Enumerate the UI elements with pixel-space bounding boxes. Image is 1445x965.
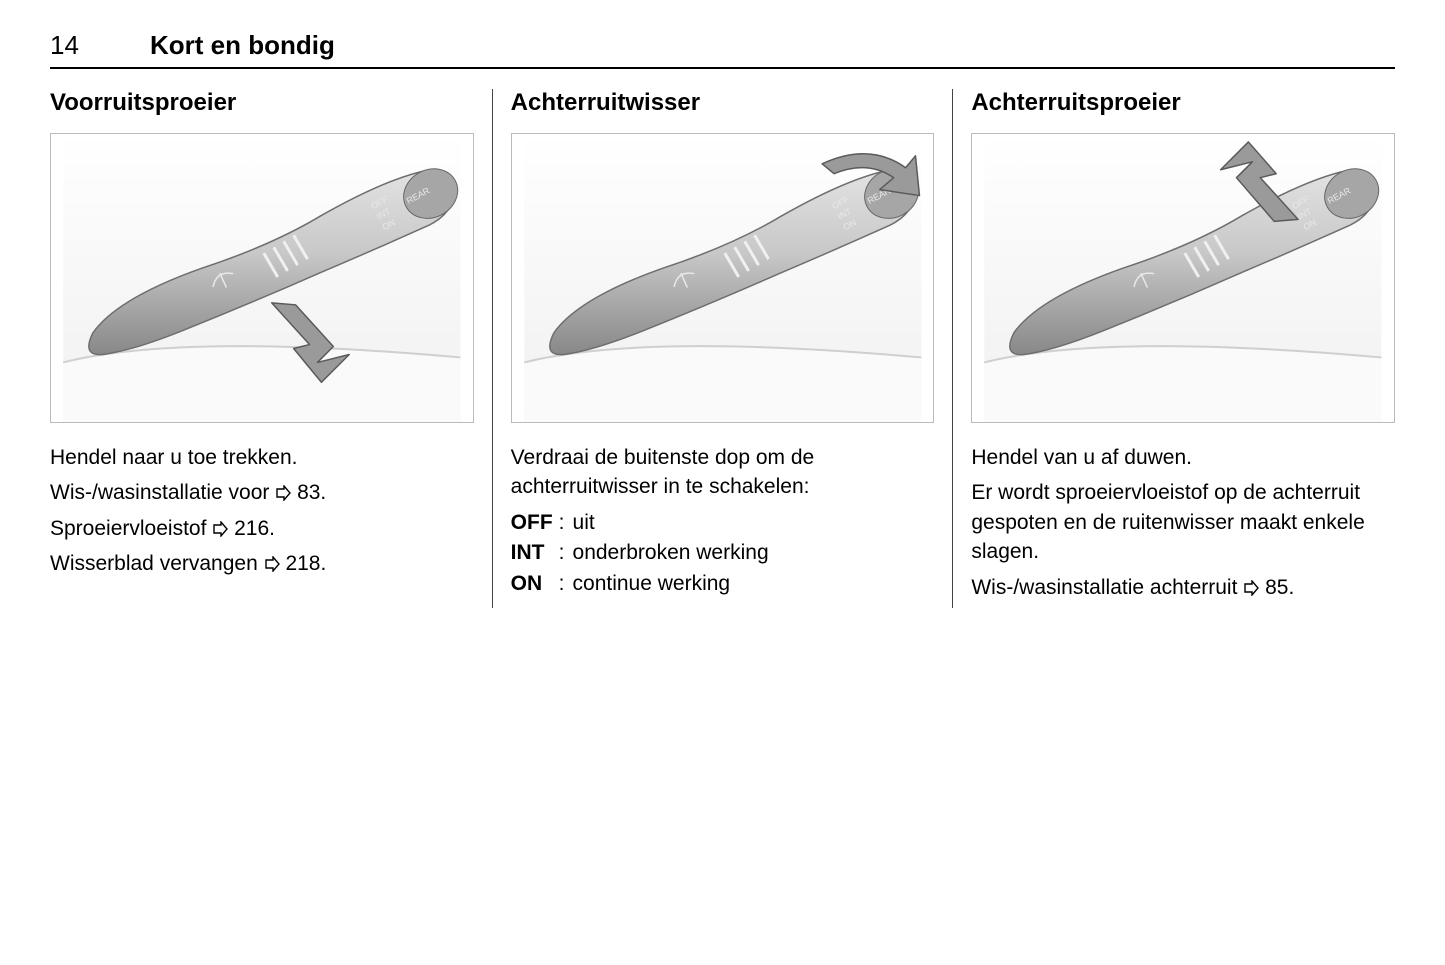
paragraph: Wis-/wasinstallatie voor 83. [50,478,474,507]
definition-list: OFF : uit INT : onderbroken werking ON :… [511,508,769,599]
paragraph: Verdraai de buitenste dop om de achterru… [511,443,935,502]
reference-number: 83. [297,481,326,504]
paragraph-text: Wisserblad vervangen [50,552,264,575]
paragraph: Hendel van u af duwen. [971,443,1395,472]
paragraph: Wisserblad vervangen 218. [50,549,474,578]
illustration-achterruitsproeier: OFFINTON REAR [971,133,1395,423]
paragraph-text: Sproeiervloeistof [50,517,212,540]
definition-value: onderbroken werking [573,538,769,568]
definition-key: ON [511,569,559,599]
column-voorruitsproeier: Voorruitsproeier [50,89,492,608]
definition-colon: : [559,569,573,599]
reference-number: 218. [285,552,326,575]
definition-value: continue werking [573,569,769,599]
paragraph-text: Wis-/wasinstallatie voor [50,481,275,504]
content-columns: Voorruitsproeier [50,89,1395,608]
definition-colon: : [559,538,573,568]
reference-icon [264,556,280,572]
illustration-achterruitwisser: OFFINTON REAR [511,133,935,423]
paragraph: Er wordt sproeiervloeistof op de achterr… [971,478,1395,566]
definition-row: INT : onderbroken werking [511,538,769,568]
section-heading: Voorruitsproeier [50,89,474,117]
reference-icon [212,521,228,537]
illustration-voorruitsproeier: OFFINTON REAR [50,133,474,423]
paragraph-text: Wis-/wasinstallatie achterruit [971,576,1243,599]
definition-row: OFF : uit [511,508,769,538]
definition-key: OFF [511,508,559,538]
reference-number: 85. [1265,576,1294,599]
reference-icon [275,485,291,501]
definition-value: uit [573,508,769,538]
paragraph: Sproeiervloeistof 216. [50,514,474,543]
section-heading: Achterruitsproeier [971,89,1395,117]
paragraph: Hendel naar u toe trekken. [50,443,474,472]
column-achterruitsproeier: Achterruitsproeier [952,89,1395,608]
page-number: 14 [50,30,150,69]
definition-row: ON : continue werking [511,569,769,599]
definition-key: INT [511,538,559,568]
reference-icon [1243,580,1259,596]
chapter-title: Kort en bondig [150,30,335,61]
definition-colon: : [559,508,573,538]
section-heading: Achterruitwisser [511,89,935,117]
reference-number: 216. [234,517,275,540]
column-achterruitwisser: Achterruitwisser [492,89,953,608]
paragraph: Wis-/wasinstallatie achterruit 85. [971,573,1395,602]
page-header: 14 Kort en bondig [50,30,1395,69]
